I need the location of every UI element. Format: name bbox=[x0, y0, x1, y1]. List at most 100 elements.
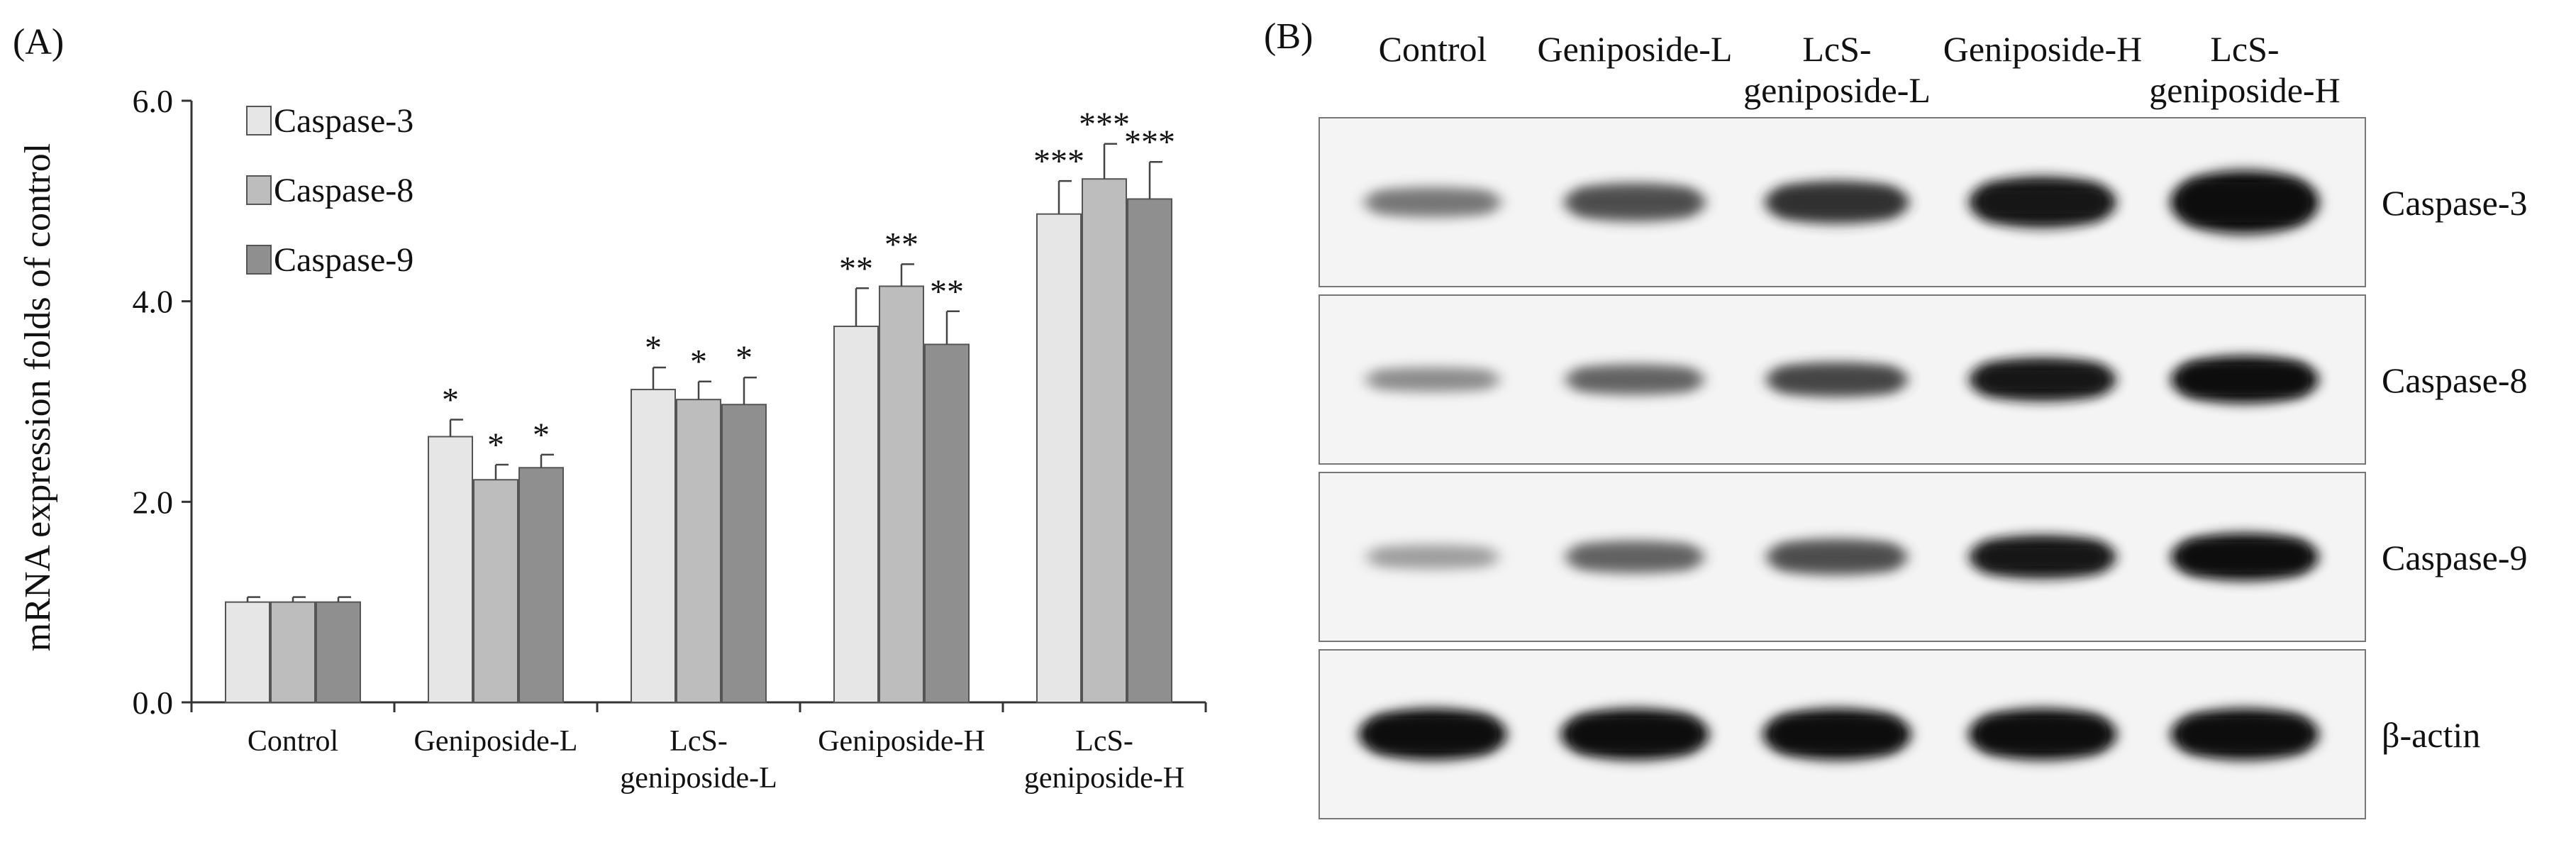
band-core-4 bbox=[2180, 718, 2309, 751]
bar-caspase-8-1 bbox=[473, 479, 518, 703]
lane-label-line: LcS- bbox=[2210, 29, 2279, 69]
significance-marker: *** bbox=[1033, 143, 1084, 180]
significance-marker: *** bbox=[1124, 123, 1175, 161]
bar-caspase-9-3 bbox=[924, 343, 970, 703]
bar-caspase-8-4 bbox=[1082, 178, 1127, 704]
bar-caspase-8-3 bbox=[879, 285, 924, 703]
lane-label: Geniposide-L bbox=[1538, 29, 1733, 69]
y-tick-label: 2.0 bbox=[133, 484, 174, 520]
x-category-label-line: geniposide-H bbox=[1024, 762, 1184, 795]
x-category-label-line: Geniposide-H bbox=[818, 725, 985, 758]
band-core-2 bbox=[1775, 368, 1899, 391]
significance-marker: * bbox=[487, 426, 504, 464]
blot-label: Caspase-9 bbox=[2382, 538, 2528, 577]
legend-swatch bbox=[246, 106, 272, 136]
band-core-0 bbox=[1372, 372, 1493, 387]
x-category-label-line: LcS- bbox=[670, 725, 728, 758]
blot-label: β-actin bbox=[2382, 715, 2480, 755]
legend-label: Caspase-9 bbox=[274, 241, 413, 279]
lane-label-line: LcS- bbox=[1802, 29, 1871, 69]
lane-label-line: Control bbox=[1379, 29, 1487, 69]
x-category-label: Geniposide-H bbox=[818, 725, 985, 758]
band-core-1 bbox=[1570, 718, 1699, 751]
x-category-label-line: LcS- bbox=[1075, 725, 1133, 758]
x-category-label: Control bbox=[248, 725, 338, 758]
band-core-4 bbox=[2180, 365, 2309, 394]
y-tick-label: 4.0 bbox=[133, 284, 174, 320]
bar-caspase-3-1 bbox=[428, 436, 473, 703]
band-core-3 bbox=[1978, 718, 2107, 751]
x-category-label-line: Control bbox=[248, 725, 338, 758]
bar-caspase-3-0 bbox=[225, 601, 270, 704]
y-ticks: 0.0 2.0 4.0 6.0 bbox=[133, 83, 191, 721]
band-core-2 bbox=[1772, 718, 1902, 751]
band-core-2 bbox=[1774, 188, 1900, 216]
band-core-1 bbox=[1572, 189, 1697, 215]
blot-panels: Caspase-3 Caspase-8 Caspase-9 β-actin bbox=[1318, 117, 2528, 819]
significance-marker: ** bbox=[930, 273, 964, 311]
significance-marker: *** bbox=[1079, 106, 1130, 143]
band-core-4 bbox=[2180, 182, 2309, 223]
bar-caspase-9-0 bbox=[316, 601, 361, 704]
lane-label: Geniposide-H bbox=[1943, 29, 2143, 69]
significance-marker: * bbox=[735, 339, 753, 377]
significance-marker: ** bbox=[884, 226, 918, 263]
band-core-3 bbox=[1978, 186, 2107, 219]
lane-label: LcS-geniposide-H bbox=[2149, 29, 2340, 110]
blot-label: Caspase-3 bbox=[2382, 183, 2528, 223]
band-core-4 bbox=[2180, 542, 2309, 572]
panel-a-bar-chart: (A) mRNA expression folds of control 0.0… bbox=[13, 22, 1207, 795]
significance-marker: * bbox=[690, 343, 707, 381]
legend-swatch bbox=[246, 175, 272, 205]
x-category-label: Geniposide-L bbox=[414, 725, 578, 758]
legend-label: Caspase-3 bbox=[274, 102, 413, 140]
lane-labels: Control Geniposide-L LcS-geniposide-LGenip… bbox=[1379, 29, 2341, 110]
legend: Caspase-3 Caspase-8 Caspase-9 bbox=[246, 102, 413, 279]
significance-marker: * bbox=[645, 329, 662, 367]
panel-b-label: (B) bbox=[1264, 16, 1313, 57]
x-category-label-line: Geniposide-L bbox=[414, 725, 578, 758]
x-category-label-line: geniposide-L bbox=[620, 762, 777, 795]
legend-label: Caspase-8 bbox=[274, 172, 413, 209]
significance-marker: * bbox=[533, 416, 550, 454]
x-category-label: LcS-geniposide-L bbox=[620, 725, 777, 795]
y-tick-label: 0.0 bbox=[133, 685, 174, 721]
band-core-3 bbox=[1978, 365, 2107, 394]
band-core-1 bbox=[1573, 370, 1697, 389]
lane-label: LcS-geniposide-L bbox=[1743, 29, 1931, 110]
significance-marker: ** bbox=[839, 250, 873, 287]
blot-caspase-8: Caspase-8 bbox=[1318, 294, 2528, 465]
band-core-0 bbox=[1372, 192, 1494, 212]
significance-marker: * bbox=[442, 381, 459, 419]
band-core-0 bbox=[1373, 549, 1492, 565]
blot-β-actin: β-actin bbox=[1318, 649, 2480, 819]
band-core-2 bbox=[1775, 546, 1899, 568]
bar-caspase-3-4 bbox=[1036, 213, 1082, 703]
blot-caspase-9: Caspase-9 bbox=[1318, 472, 2528, 642]
band-core-3 bbox=[1978, 543, 2107, 571]
bar-caspase-8-0 bbox=[270, 601, 316, 704]
legend-swatch bbox=[246, 245, 272, 275]
lane-label-line: geniposide-H bbox=[2149, 70, 2340, 110]
bar-caspase-3-3 bbox=[833, 326, 879, 703]
x-ticks: Control Geniposide-L LcS-geniposide-L Genip… bbox=[190, 702, 1207, 795]
blot-label: Caspase-8 bbox=[2382, 360, 2528, 400]
bar-caspase-3-2 bbox=[631, 389, 676, 703]
lane-label-line: Geniposide-H bbox=[1943, 29, 2143, 69]
band-core-1 bbox=[1573, 546, 1697, 568]
bar-caspase-9-2 bbox=[721, 404, 767, 703]
y-axis-title: mRNA expression folds of control bbox=[18, 143, 58, 651]
band-core-0 bbox=[1368, 718, 1497, 751]
panel-a-label: (A) bbox=[13, 22, 64, 62]
bar-caspase-9-1 bbox=[518, 467, 564, 704]
lane-label-line: Geniposide-L bbox=[1538, 29, 1733, 69]
panel-b-western-blot: (B) Control Geniposide-L LcS-geniposide-LG… bbox=[1264, 16, 2528, 819]
x-category-label: LcS-geniposide-H bbox=[1024, 725, 1184, 795]
bar-caspase-9-4 bbox=[1127, 198, 1172, 703]
blot-caspase-3: Caspase-3 bbox=[1318, 117, 2528, 287]
lane-label-line: geniposide-L bbox=[1743, 70, 1931, 110]
lane-label: Control bbox=[1379, 29, 1487, 69]
y-tick-label: 6.0 bbox=[133, 83, 174, 119]
bar-caspase-8-2 bbox=[676, 399, 721, 703]
